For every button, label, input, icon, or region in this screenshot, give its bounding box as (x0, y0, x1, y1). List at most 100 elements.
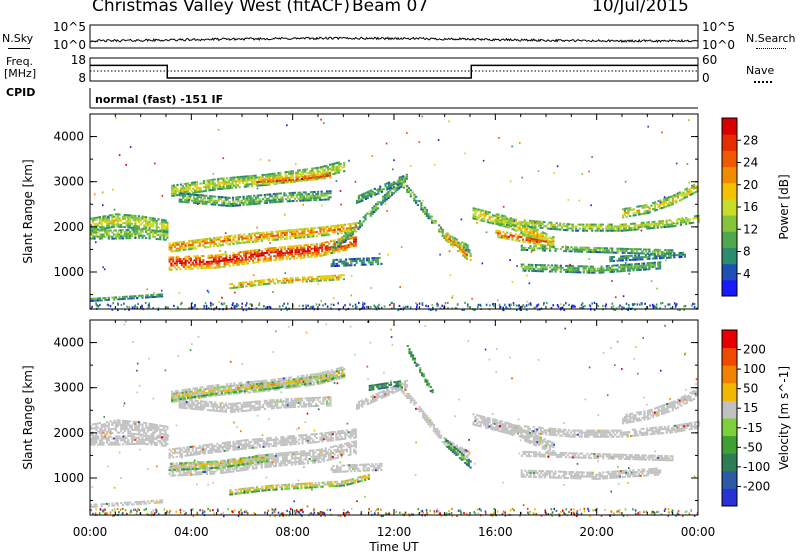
echo-cell (234, 260, 237, 263)
echo-cell (271, 232, 274, 235)
echo-cell (306, 177, 309, 180)
echo-cell (242, 181, 245, 184)
echo-cell (636, 205, 639, 208)
echo-cell (342, 230, 345, 232)
echo-cell (246, 203, 249, 206)
echo-cell (632, 250, 635, 253)
speckle-cell (622, 295, 625, 298)
echo-cell (121, 296, 125, 298)
echo-cell (258, 202, 261, 205)
echo-cell (127, 439, 130, 442)
echo-cell (189, 257, 192, 260)
echo-cell (118, 219, 121, 222)
echo-cell (267, 178, 270, 181)
noise-cell (447, 307, 449, 310)
echo-cell (90, 441, 93, 444)
echo-cell (644, 256, 647, 258)
echo-cell (263, 281, 266, 284)
echo-cell (121, 437, 125, 440)
echo-cell (654, 224, 658, 227)
echo-cell (308, 193, 311, 196)
echo-cell (653, 220, 656, 223)
echo-cell (623, 214, 626, 216)
echo-cell (90, 233, 93, 236)
echo-cell (155, 226, 158, 229)
echo-cell (327, 170, 330, 173)
echo-cell (322, 241, 325, 244)
echo-cell (522, 267, 525, 270)
echo-cell (362, 216, 365, 219)
echo-cell (258, 178, 261, 181)
echo-cell (268, 182, 272, 185)
echo-cell (137, 438, 141, 441)
echo-cell (229, 283, 232, 286)
echo-cell (651, 253, 655, 256)
echo-cell (250, 232, 253, 235)
echo-cell (565, 248, 568, 251)
echo-cell (217, 188, 220, 191)
echo-cell (184, 246, 187, 249)
echo-cell (227, 187, 230, 190)
echo-cell (531, 265, 534, 268)
echo-cell (637, 226, 640, 229)
echo-cell (121, 421, 125, 424)
echo-cell (254, 280, 257, 283)
noise-cell (627, 308, 629, 311)
echo-cell (121, 439, 125, 442)
echo-cell (111, 218, 114, 220)
echo-cell (202, 261, 205, 264)
noise-cell (436, 302, 438, 306)
echo-cell (541, 264, 545, 267)
echo-cell (150, 217, 153, 220)
speckle-cell (219, 250, 221, 252)
echo-cell (91, 233, 94, 236)
echo-cell (294, 251, 297, 254)
echo-cell (407, 191, 411, 194)
echo-cell (625, 207, 628, 210)
echo-cell (460, 249, 463, 252)
echo-cell (540, 247, 543, 250)
echo-cell (257, 232, 260, 235)
echo-cell (107, 298, 110, 301)
echo-cell (461, 241, 464, 244)
echo-cell (576, 223, 580, 226)
noise-cell (582, 307, 585, 310)
noise-cell (597, 304, 600, 308)
echo-cell (453, 238, 456, 241)
echo-cell (633, 222, 636, 225)
echo-cell (267, 182, 270, 185)
echo-cell (372, 190, 375, 193)
echo-cell (148, 439, 151, 442)
chart-title-beam: Beam 07 (352, 0, 429, 16)
echo-cell (173, 250, 177, 252)
echo-cell (267, 197, 270, 200)
echo-cell (255, 253, 258, 256)
echo-cell (274, 250, 278, 253)
echo-cell (257, 279, 260, 282)
echo-cell (689, 187, 692, 190)
echo-cell (631, 222, 635, 225)
echo-cell (120, 425, 123, 428)
echo-cell (116, 231, 119, 234)
echo-cell (340, 237, 343, 240)
echo-cell (524, 267, 527, 270)
speckle-cell (286, 124, 288, 127)
echo-cell (166, 433, 169, 436)
echo-cell (312, 278, 315, 280)
echo-cell (225, 253, 228, 256)
echo-cell (239, 204, 242, 207)
echo-cell (324, 228, 327, 230)
echo-cell (162, 232, 165, 235)
echo-cell (321, 165, 324, 168)
echo-cell (289, 247, 292, 250)
noise-cell (416, 306, 418, 309)
echo-cell (257, 252, 260, 255)
echo-cell (344, 233, 348, 236)
echo-cell (612, 264, 616, 267)
echo-cell (343, 234, 346, 237)
echo-cell (220, 255, 223, 258)
echo-cell (498, 230, 502, 233)
echo-cell (483, 218, 486, 221)
echo-cell (129, 297, 132, 300)
echo-cell (114, 223, 117, 226)
